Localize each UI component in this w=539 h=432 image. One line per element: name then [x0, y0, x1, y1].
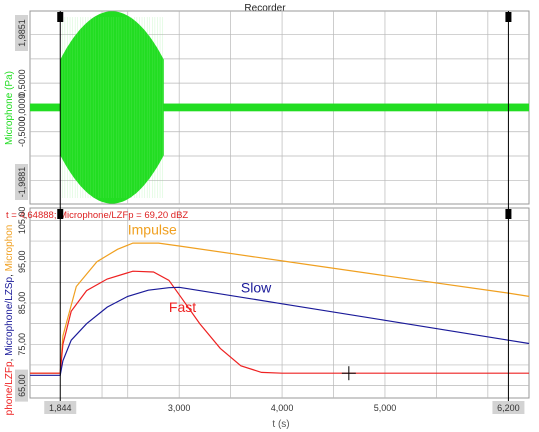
y-tick-label: 65,00	[17, 374, 27, 397]
x-tick-box	[44, 401, 77, 414]
y-tick-label: 75,00	[17, 333, 27, 356]
range-end-handle[interactable]	[505, 12, 512, 22]
y-tick-label: 105,00	[17, 207, 27, 235]
y-tick-label: -1,9881	[17, 167, 27, 198]
y-tick-label: 0,0000	[17, 94, 27, 122]
series-label-impulse: Impulse	[128, 221, 177, 237]
series-label-slow: Slow	[241, 280, 272, 296]
cursor-readout-part: ; Microphone/LZFp = 69,20 dBZ	[54, 210, 189, 221]
range-start-handle[interactable]	[57, 12, 64, 22]
x-tick-box	[492, 401, 525, 414]
y-axis-label-part: phone/LZFp	[4, 361, 15, 415]
x-axis-label: t (s)	[272, 419, 289, 430]
series-line-impulse	[30, 242, 530, 374]
series-line-slow	[30, 286, 530, 376]
range-end-handle-lower[interactable]	[505, 209, 512, 219]
range-start-handle-lower[interactable]	[57, 209, 64, 219]
top-y-axis-label: Microphone (Pa)	[4, 71, 15, 145]
x-tick-label: 1,844	[49, 403, 72, 413]
noise-band	[30, 103, 529, 112]
y-tick-box	[15, 15, 28, 51]
series-label-fast: Fast	[169, 299, 196, 315]
y-tick-label: 85,00	[17, 292, 27, 315]
y-tick-label: -0,5000	[17, 116, 27, 147]
y-tick-label: 1,9851	[17, 19, 27, 47]
waveform-burst	[60, 11, 164, 204]
bottom-y-axis-label: phone/LZFp, Microphone/LZSp, Microphon	[4, 225, 15, 416]
x-tick-label: 5,000	[374, 403, 397, 413]
cursor-readout-part: t =	[6, 210, 19, 221]
cursor-readout-part: 4,64888	[19, 210, 53, 221]
series-line-fast	[30, 270, 529, 374]
window-title: Recorder	[244, 3, 286, 14]
y-axis-label-part: Microphon	[4, 225, 15, 272]
x-tick-label: 3,000	[168, 403, 191, 413]
y-tick-box	[15, 164, 28, 200]
y-tick-box	[15, 369, 28, 402]
y-axis-label-part: ,	[4, 271, 15, 277]
cursor-readout: t = 4,64888; Microphone/LZFp = 69,20 dBZ	[6, 210, 188, 221]
y-axis-label-part: ,	[4, 356, 15, 362]
x-tick-label: 6,200	[497, 403, 520, 413]
y-tick-label: 95,00	[17, 250, 27, 273]
x-tick-label: 4,000	[271, 403, 294, 413]
y-tick-label: 0,5000	[17, 69, 27, 97]
y-axis-label-part: Microphone/LZSp	[4, 276, 15, 355]
